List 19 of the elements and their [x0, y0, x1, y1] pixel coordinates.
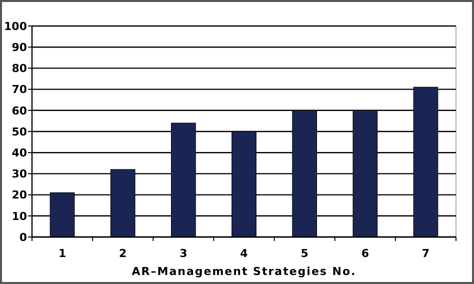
y-tick-label: 40: [12, 146, 28, 160]
y-tick-label: 50: [12, 125, 28, 138]
x-tick-label: 2: [119, 247, 127, 260]
x-tick-label: 4: [240, 247, 248, 260]
y-tick-label: 30: [12, 168, 28, 181]
x-tick-label: 3: [180, 247, 188, 260]
y-tick-label: 20: [12, 188, 28, 202]
y-tick-label: 80: [12, 62, 28, 76]
y-tick-label: 90: [12, 40, 28, 54]
y-tick-label: 60: [12, 104, 28, 118]
x-tick-label: 5: [300, 247, 308, 260]
x-tick-label: 1: [58, 247, 66, 260]
x-tick-label: 7: [422, 247, 430, 260]
y-tick-label: 10: [12, 210, 28, 223]
y-tick-label: 100: [4, 20, 28, 33]
x-axis-title: AR–Management Strategies No.: [132, 265, 356, 278]
y-tick-label: 0: [19, 230, 28, 244]
y-tick-label: 70: [12, 83, 28, 96]
x-tick-label: 6: [361, 247, 370, 260]
